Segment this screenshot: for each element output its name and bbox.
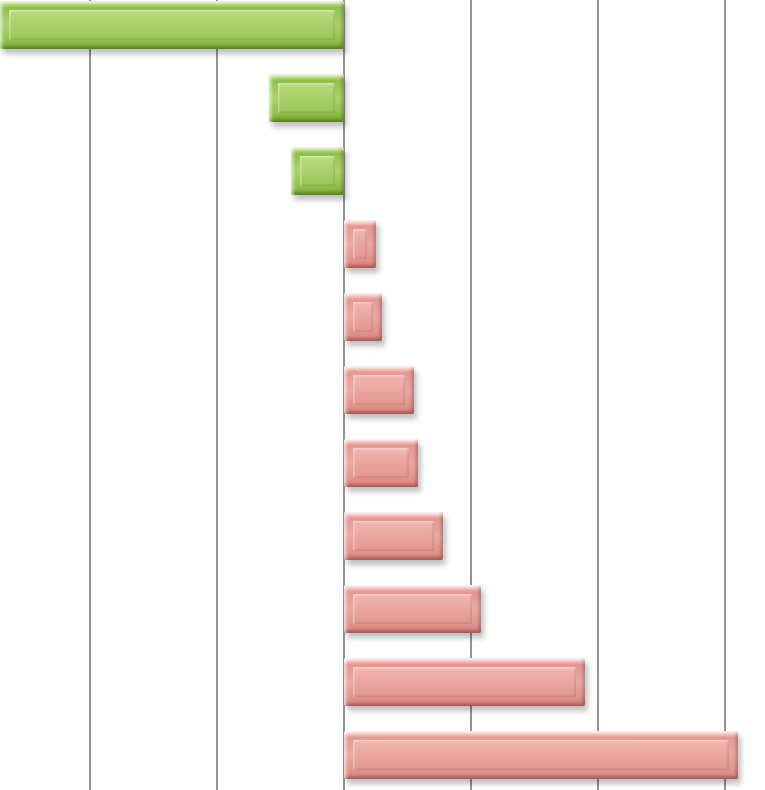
gridline bbox=[724, 0, 726, 790]
bar bbox=[344, 512, 443, 560]
bar bbox=[291, 147, 344, 195]
bar bbox=[269, 74, 344, 122]
diverging-bar-chart bbox=[0, 0, 765, 790]
bar bbox=[344, 658, 585, 706]
bar bbox=[0, 1, 344, 49]
gridline bbox=[89, 0, 91, 790]
bar bbox=[344, 293, 382, 341]
bar bbox=[344, 366, 414, 414]
bar bbox=[344, 220, 376, 268]
bar bbox=[344, 585, 481, 633]
bar bbox=[344, 439, 418, 487]
gridline bbox=[216, 0, 218, 790]
gridline bbox=[597, 0, 599, 790]
bar bbox=[344, 731, 738, 779]
